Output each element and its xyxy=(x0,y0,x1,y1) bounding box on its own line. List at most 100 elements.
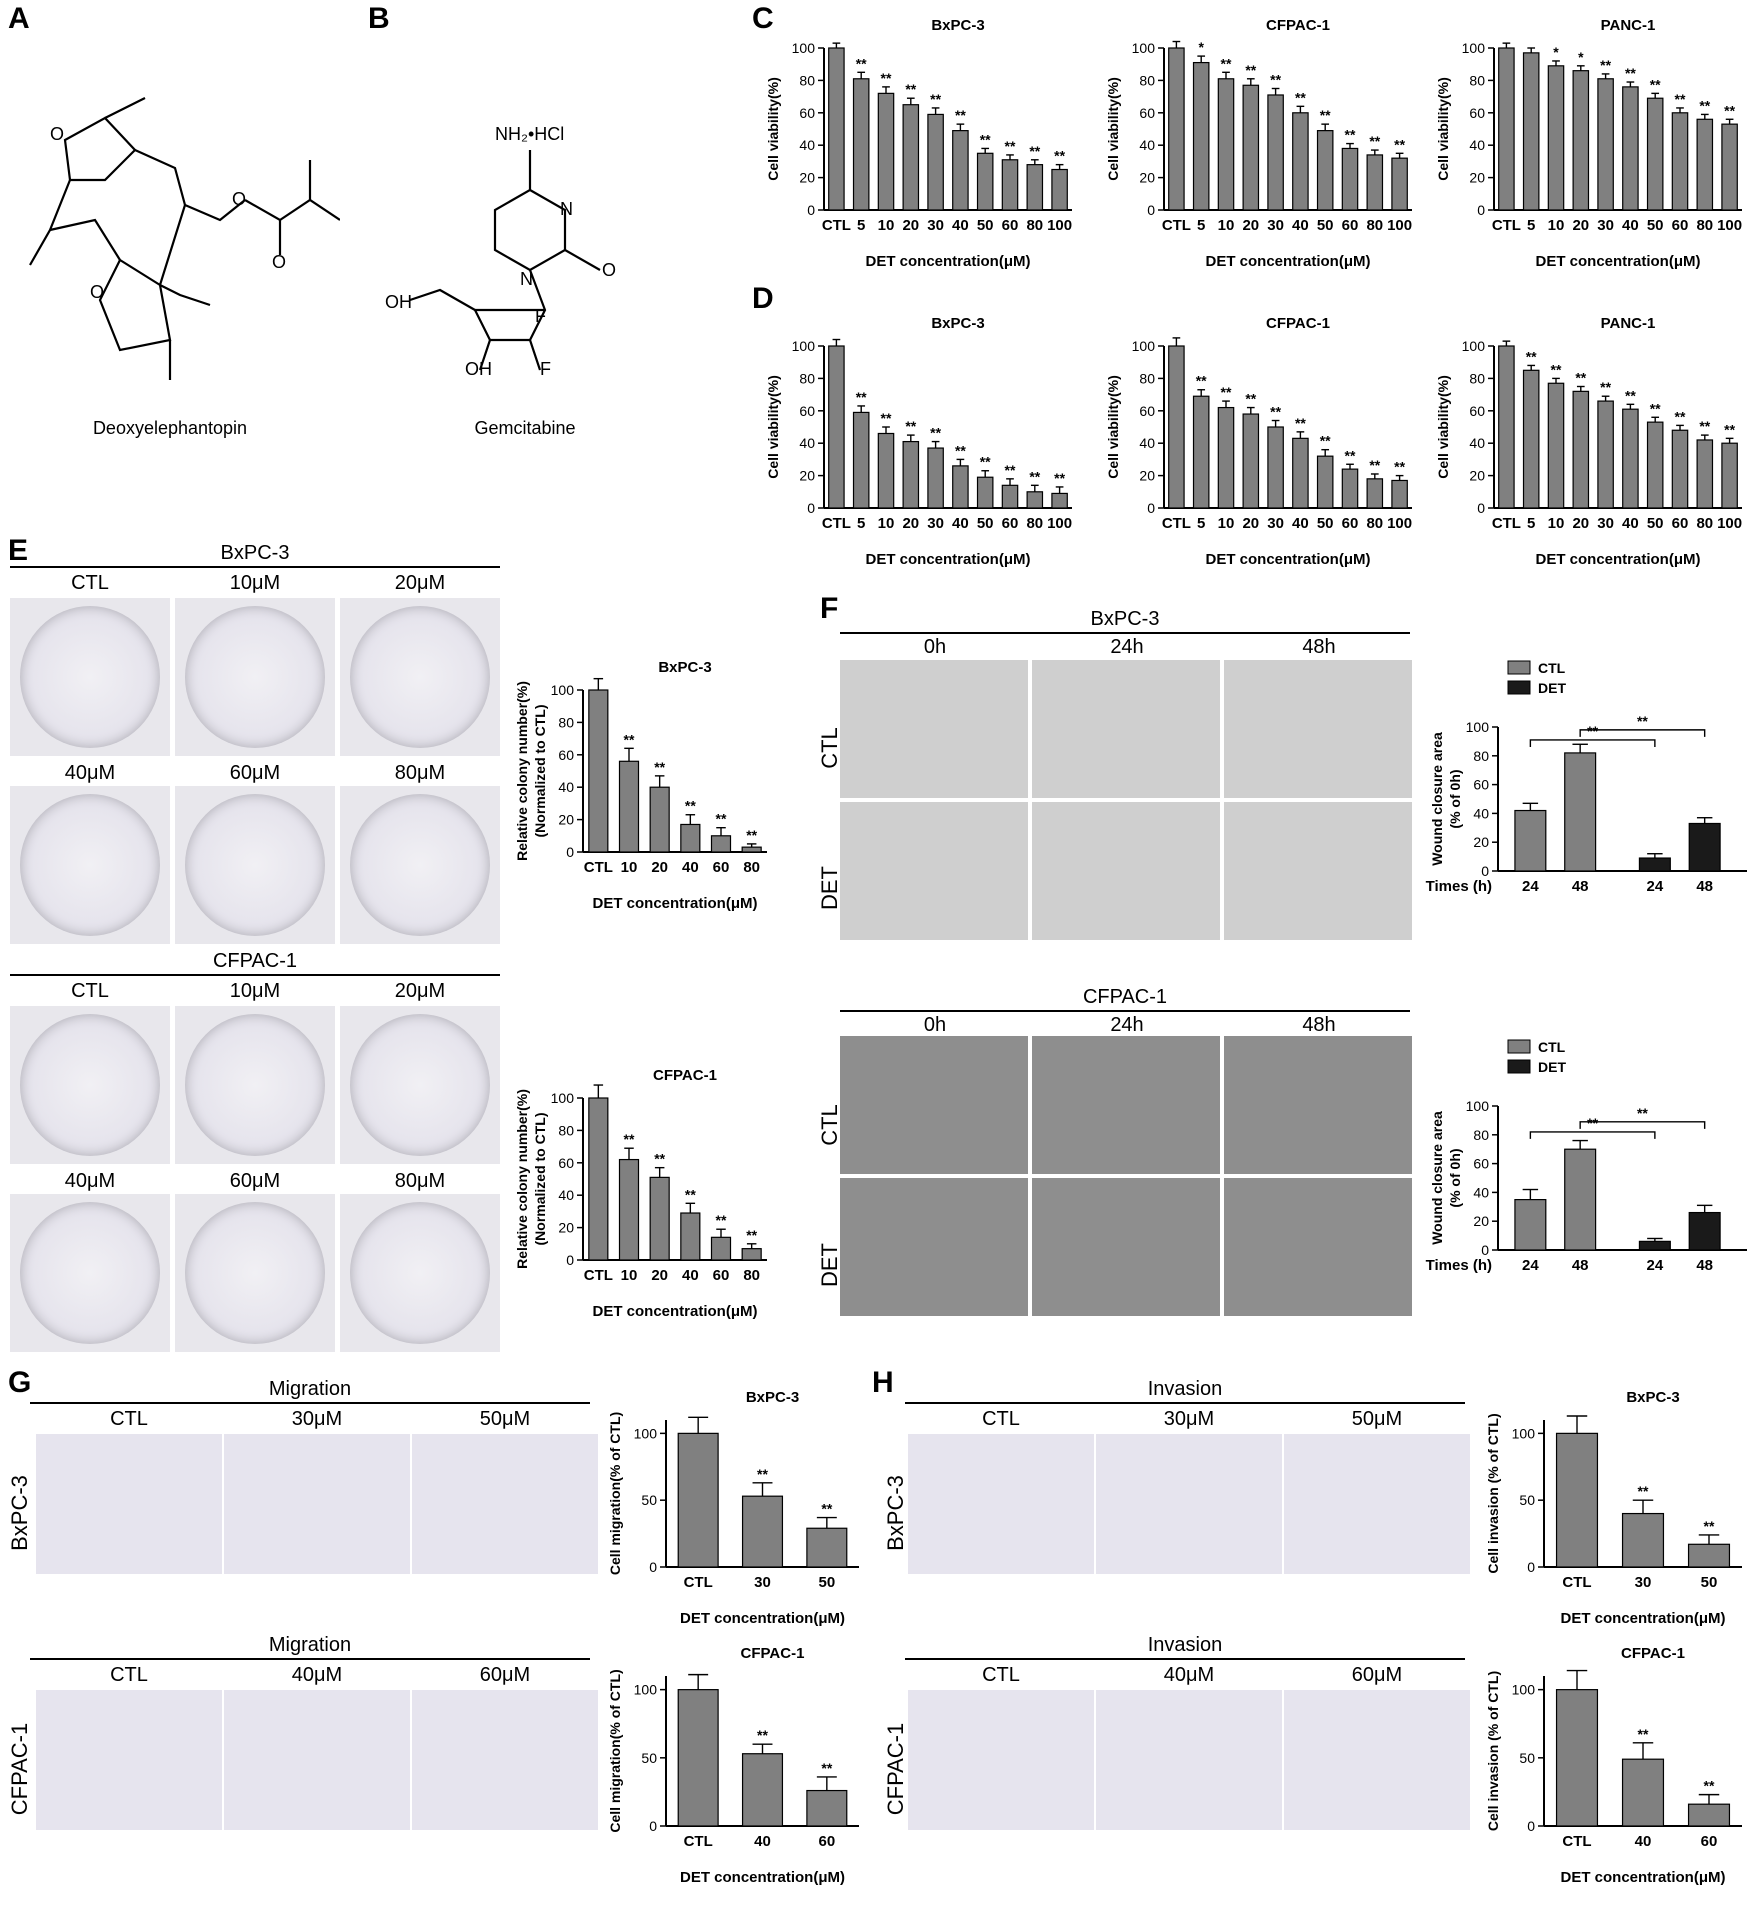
y-tick-label: 100 xyxy=(1462,338,1486,354)
y-tick-label: 40 xyxy=(1473,805,1489,821)
bar xyxy=(1671,112,1689,211)
y-tick-label: 60 xyxy=(799,105,815,121)
x-tick-label: 30 xyxy=(1267,515,1284,532)
significance-label: ** xyxy=(757,1727,768,1743)
x-tick-label: 100 xyxy=(1047,217,1072,234)
significance-bracket xyxy=(1529,739,1656,747)
e2-col-label: 80μM xyxy=(394,1170,446,1192)
bar xyxy=(828,345,845,509)
bar xyxy=(618,760,640,853)
significance-label: ** xyxy=(1245,391,1256,407)
significance-label: ** xyxy=(1551,361,1562,377)
bar xyxy=(677,1689,719,1827)
g1-col-label: CTL xyxy=(110,1408,148,1430)
significance-label: * xyxy=(1553,44,1559,60)
x-tick-label: CTL xyxy=(1562,1574,1591,1591)
significance-label: ** xyxy=(1699,97,1710,113)
deoxyelephantopin-structure: O O O O xyxy=(29,97,340,380)
bar xyxy=(1547,382,1565,509)
y-tick-label: 100 xyxy=(792,40,816,56)
y-tick-label: 20 xyxy=(1473,834,1489,850)
g2-col-label: 40μM xyxy=(291,1664,343,1686)
x-tick-label: 60 xyxy=(1672,515,1689,532)
bar xyxy=(1522,369,1540,509)
e2-col-label: 40μM xyxy=(64,1170,116,1192)
y-axis-label: Cell viability(%) xyxy=(1435,375,1451,478)
significance-label: ** xyxy=(1029,468,1040,484)
x-tick-label: 40 xyxy=(1635,1833,1652,1850)
significance-label: ** xyxy=(881,410,892,426)
significance-label: ** xyxy=(856,55,867,71)
significance-label: ** xyxy=(955,442,966,458)
significance-label: ** xyxy=(1394,459,1405,475)
svg-text:O: O xyxy=(272,252,286,272)
chart-title: BxPC-3 xyxy=(746,1389,799,1406)
x-tick-label: 80 xyxy=(743,859,760,876)
bar xyxy=(1001,159,1019,211)
nh2-hcl-label: NH₂•HCl xyxy=(495,124,564,144)
wound-photo xyxy=(840,802,1028,940)
bar xyxy=(806,1789,848,1827)
chart-h-bxpc3: BxPC-3 0 50 100 Cell invasion (% of CTL) CTL *… xyxy=(1485,1389,1742,1627)
x-tick-label: 24 xyxy=(1647,1257,1664,1274)
e-section-title-2: CFPAC-1 xyxy=(212,950,298,972)
h2-row-label: CFPAC-1 xyxy=(883,1722,908,1816)
bar xyxy=(1498,47,1515,211)
colony-dish-photo xyxy=(175,786,335,944)
chart-g-cfpac1: CFPAC-1 0 50 100 Cell migration(% of CTL) CTL… xyxy=(607,1645,859,1886)
y-axis-label: Cell viability(%) xyxy=(1105,375,1121,478)
h2-col-label: 60μM xyxy=(1351,1664,1403,1686)
bar xyxy=(741,1753,784,1827)
significance-label: ** xyxy=(1345,447,1356,463)
y-tick-label: 50 xyxy=(1519,1750,1535,1766)
panel-label-b: B xyxy=(368,2,390,35)
x-tick-label: 24 xyxy=(1647,878,1664,895)
x-tick-label: CTL xyxy=(584,859,613,876)
x-tick-label: 60 xyxy=(1672,217,1689,234)
bar xyxy=(1001,484,1019,509)
y-tick-label: 100 xyxy=(634,1425,658,1441)
transwell-photo xyxy=(1284,1690,1470,1830)
wound-photo xyxy=(1224,660,1412,798)
x-tick-label: CTL xyxy=(822,217,851,234)
bar xyxy=(902,104,920,211)
bar xyxy=(1051,492,1068,509)
x-tick-label: 50 xyxy=(977,217,994,234)
y-tick-label: 0 xyxy=(649,1559,657,1575)
bar xyxy=(741,1495,784,1568)
x-tick-label: CTL xyxy=(822,515,851,532)
y-tick-label: 0 xyxy=(1481,863,1489,879)
bar xyxy=(877,92,895,211)
significance-label: ** xyxy=(685,798,696,814)
x-tick-label: 50 xyxy=(1317,217,1334,234)
x-tick-label: CTL xyxy=(1162,515,1191,532)
significance-label: ** xyxy=(654,759,665,775)
g2-col-label: 60μM xyxy=(479,1664,531,1686)
y-tick-label: 60 xyxy=(558,1155,574,1171)
f-section-rule-1 xyxy=(840,632,1410,634)
significance-label: ** xyxy=(685,1186,696,1202)
bar xyxy=(952,465,969,509)
chart-title: BxPC-3 xyxy=(1626,1389,1679,1406)
y-tick-label: 80 xyxy=(1473,1127,1489,1143)
significance-label: ** xyxy=(1029,143,1040,159)
significance-label: ** xyxy=(881,70,892,86)
bar xyxy=(1688,1211,1721,1251)
x-tick-label: 5 xyxy=(1197,217,1205,234)
bar xyxy=(1168,345,1185,509)
x-tick-label: 40 xyxy=(682,1267,699,1284)
significance-label: ** xyxy=(1625,65,1636,81)
wound-photo xyxy=(1032,1178,1220,1316)
gemcitabine-structure: NH₂•HCl N N O OH F F OH xyxy=(385,124,616,379)
bar xyxy=(976,152,994,211)
significance-label: ** xyxy=(980,454,991,470)
transwell-photo xyxy=(1284,1434,1470,1574)
bar xyxy=(710,835,732,853)
bar xyxy=(1292,112,1309,211)
transwell-photo xyxy=(412,1434,598,1574)
y-tick-label: 0 xyxy=(1527,1818,1535,1834)
colony-dish-photo xyxy=(10,786,170,944)
g-section-title-1: Migration xyxy=(268,1378,352,1400)
bar xyxy=(1555,1432,1599,1568)
f2-col-label: 24h xyxy=(1110,1014,1144,1036)
